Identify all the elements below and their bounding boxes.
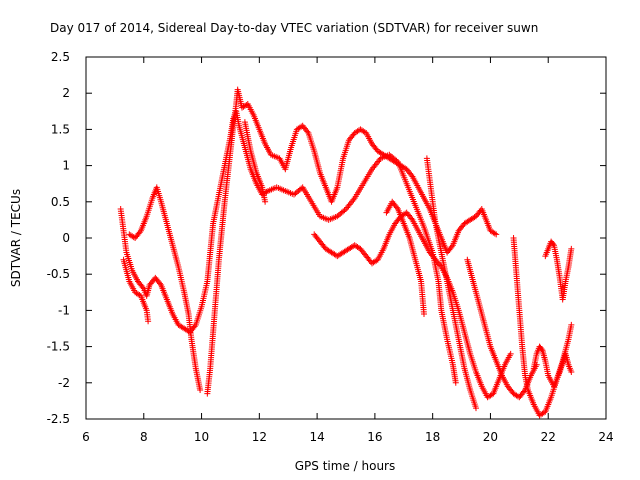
y-tick-label: 0 [62,231,70,245]
data-point [568,245,575,252]
y-tick-label: -1.5 [47,340,70,354]
x-tick-label: 22 [541,430,556,444]
data-point [262,198,269,205]
data-point [402,210,409,217]
x-tick-label: 18 [425,430,440,444]
y-tick-label: 1.5 [51,122,70,136]
data-point [298,185,305,192]
data-point [408,215,415,222]
data-point [408,172,415,179]
x-tick-label: 20 [483,430,498,444]
data-point [393,204,400,211]
data-marks [117,86,575,419]
data-point [437,262,444,269]
data-point [130,234,137,241]
chart-title: Day 017 of 2014, Sidereal Day-to-day VTE… [50,21,538,35]
data-point [568,368,575,375]
data-point [156,280,163,287]
x-axis-label: GPS time / hours [295,459,396,473]
plot-frame [85,56,607,420]
data-point [452,379,459,386]
x-tick-label: 6 [82,430,90,444]
x-tick-label: 24 [598,430,613,444]
y-tick-label: 2.5 [51,50,70,64]
data-point [136,229,143,236]
x-tick-label: 8 [140,430,148,444]
y-tick-label: 0.5 [51,195,70,209]
data-point [473,405,479,412]
data-point [145,318,152,325]
x-tick-label: 14 [309,430,324,444]
y-axis-label: SDTVAR / TECUs [9,189,23,287]
axes: 6 8 10 12 14 16 18 20 22 24 -2.5 -2 -1.5 -1 -0.5 0 0.5 1 1… [47,50,614,444]
y-tick-label: 2 [62,86,70,100]
x-tick-label: 10 [194,430,209,444]
data-point [514,393,521,400]
data-point [139,284,146,291]
data-point [298,123,305,130]
data-point [197,387,204,394]
y-tick-label: -2.5 [47,412,70,426]
data-point [550,241,557,248]
data-point [538,346,545,353]
x-tick-label: 16 [367,430,382,444]
y-tick-label: -0.5 [47,267,70,281]
data-point [493,231,500,238]
y-tick-label: -1 [58,303,70,317]
data-point [341,207,348,214]
x-tick-label: 12 [252,430,267,444]
data-point [448,243,455,250]
data-point [421,311,427,318]
data-point [304,128,311,135]
data-point [568,321,575,328]
y-tick-label: -2 [58,376,70,390]
data-point [491,230,498,237]
data-point [507,350,514,357]
y-tick-label: 1 [62,159,70,173]
